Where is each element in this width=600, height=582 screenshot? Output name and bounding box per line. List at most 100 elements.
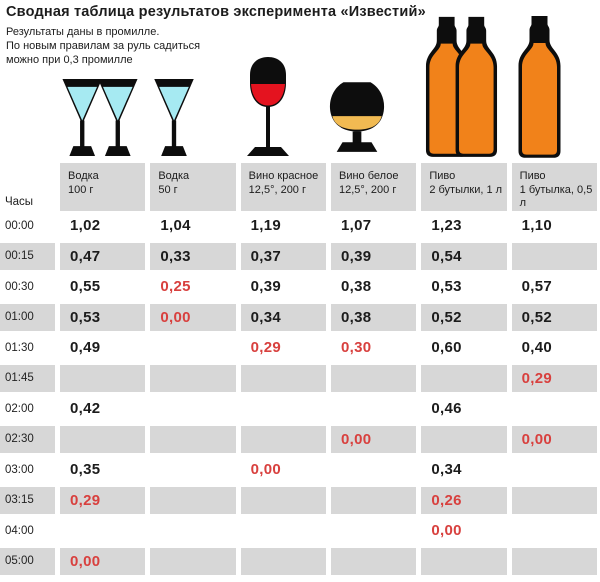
value-cell bbox=[331, 395, 416, 423]
subtitle: Результаты даны в промилле. По новым пра… bbox=[6, 25, 200, 67]
value-cell bbox=[512, 456, 597, 484]
value-cell bbox=[150, 456, 235, 484]
column-header-detail: 1 бутылка, 0,5 л bbox=[519, 183, 593, 210]
value-cell bbox=[150, 517, 235, 545]
value-cell bbox=[331, 486, 417, 514]
value-cell bbox=[240, 547, 326, 575]
time-cell: 02:30 bbox=[0, 425, 55, 453]
value-cell bbox=[150, 395, 235, 423]
table-row: 02:30 0,00 0,00 bbox=[0, 425, 600, 453]
vodka-two-shot-glasses-icon bbox=[62, 79, 138, 158]
value-cell bbox=[331, 547, 417, 575]
column-header-detail: 12,5°, 200 г bbox=[248, 183, 306, 196]
value-cell: 0,29 bbox=[250, 339, 282, 357]
time-cell: 01:30 bbox=[5, 341, 34, 354]
value-cell bbox=[511, 547, 597, 575]
value-cell: 0,33 bbox=[150, 242, 236, 270]
value-cell: 1,02 bbox=[70, 217, 101, 235]
time-cell: 00:00 bbox=[5, 219, 34, 232]
column-header-detail: 100 г bbox=[68, 183, 94, 196]
value-cell bbox=[511, 486, 597, 514]
value-cell bbox=[240, 486, 326, 514]
time-cell: 04:00 bbox=[5, 524, 34, 537]
value-cell: 1,04 bbox=[160, 217, 191, 235]
subtitle-line: Результаты даны в промилле. bbox=[6, 26, 160, 38]
value-cell: 0,25 bbox=[160, 278, 191, 296]
column-header-name: Водка bbox=[158, 170, 190, 182]
column-header: Вино красное 12,5°, 200 г bbox=[240, 163, 326, 211]
time-cell: 05:00 bbox=[0, 547, 55, 575]
value-cell: 0,34 bbox=[240, 303, 326, 331]
column-header: Водка 100 г bbox=[60, 163, 146, 211]
table-row: 04:00 0,00 bbox=[0, 517, 600, 545]
value-cell bbox=[240, 425, 326, 453]
page-title: Сводная таблица результатов эксперимента… bbox=[6, 4, 426, 20]
value-cell bbox=[241, 395, 326, 423]
value-cell: 0,39 bbox=[331, 242, 417, 270]
value-cell bbox=[421, 547, 507, 575]
value-cell bbox=[60, 364, 146, 392]
value-cell bbox=[331, 364, 417, 392]
hours-header: Часы bbox=[5, 195, 34, 208]
value-cell: 0,46 bbox=[431, 400, 462, 418]
value-cell: 0,49 bbox=[70, 339, 101, 357]
column-header-detail: 50 г bbox=[158, 183, 178, 196]
value-cell bbox=[512, 395, 597, 423]
value-cell: 0,47 bbox=[60, 242, 146, 270]
value-cell bbox=[421, 425, 507, 453]
value-cell: 0,54 bbox=[421, 242, 507, 270]
subtitle-line: можно при 0,3 промилле bbox=[6, 54, 133, 66]
column-header-name: Водка bbox=[68, 170, 99, 182]
column-header: Пиво 2 бутылки, 1 л bbox=[421, 163, 507, 211]
white-wine-glass-icon bbox=[328, 81, 386, 157]
value-cell bbox=[240, 364, 326, 392]
value-cell bbox=[60, 517, 145, 545]
table-row: 00:30 0,55 0,25 0,39 0,38 0,53 0,57 bbox=[0, 273, 600, 301]
column-header-name: Вино красное bbox=[248, 170, 319, 182]
value-cell: 0,00 bbox=[150, 303, 236, 331]
value-cell: 0,37 bbox=[240, 242, 326, 270]
beer-bottle-icon bbox=[516, 16, 563, 158]
column-header-name: Пиво bbox=[519, 170, 546, 182]
value-cell bbox=[150, 334, 235, 362]
value-cell: 0,00 bbox=[331, 425, 417, 453]
value-cell: 0,30 bbox=[341, 339, 372, 357]
value-cell bbox=[512, 517, 597, 545]
value-cell: 1,19 bbox=[250, 217, 282, 235]
table-body: 00:00 1,02 1,04 1,19 1,07 1,23 1,10 00:15 0,47 0,… bbox=[0, 212, 600, 578]
time-cell: 03:00 bbox=[5, 463, 34, 476]
value-cell: 0,00 bbox=[60, 547, 146, 575]
value-cell: 0,00 bbox=[431, 522, 462, 540]
time-cell: 03:15 bbox=[0, 486, 55, 514]
value-cell: 0,40 bbox=[521, 339, 553, 357]
column-header: Вино белое 12,5°, 200 г bbox=[331, 163, 417, 211]
time-cell: 00:15 bbox=[0, 242, 55, 270]
value-cell bbox=[511, 242, 597, 270]
value-cell bbox=[150, 425, 236, 453]
table-row: 01:30 0,49 0,29 0,30 0,60 0,40 bbox=[0, 334, 600, 362]
value-cell bbox=[331, 456, 416, 484]
column-header-detail: 12,5°, 200 г bbox=[339, 183, 397, 196]
value-cell: 0,52 bbox=[421, 303, 507, 331]
column-header-name: Вино белое bbox=[339, 170, 399, 182]
value-cell: 0,35 bbox=[70, 461, 101, 479]
value-cell: 0,55 bbox=[70, 278, 101, 296]
value-cell: 0,38 bbox=[341, 278, 372, 296]
value-cell: 1,10 bbox=[521, 217, 553, 235]
value-cell bbox=[241, 517, 326, 545]
table-header-row: Часы Водка 100 г Водка 50 г Вино красное 12,5… bbox=[0, 163, 600, 211]
value-cell: 0,26 bbox=[421, 486, 507, 514]
table-row: 00:00 1,02 1,04 1,19 1,07 1,23 1,10 bbox=[0, 212, 600, 240]
value-cell: 0,53 bbox=[431, 278, 462, 296]
vodka-shot-glass-icon bbox=[150, 79, 198, 158]
value-cell bbox=[150, 364, 236, 392]
two-beer-bottles-icon bbox=[424, 16, 499, 158]
value-cell: 0,60 bbox=[431, 339, 462, 357]
column-header-detail: 2 бутылки, 1 л bbox=[429, 183, 503, 196]
value-cell: 0,29 bbox=[511, 364, 597, 392]
time-cell: 01:45 bbox=[0, 364, 55, 392]
value-cell bbox=[60, 425, 146, 453]
value-cell: 0,52 bbox=[511, 303, 597, 331]
time-cell: 02:00 bbox=[5, 402, 34, 415]
